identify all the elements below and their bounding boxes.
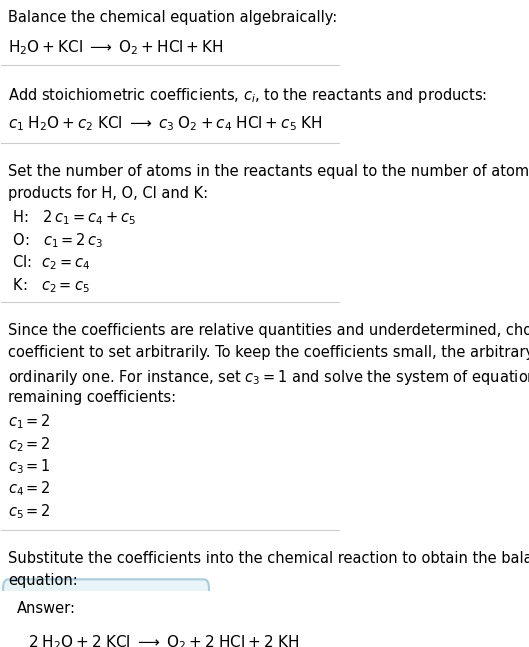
Text: K:   $c_2 = c_5$: K: $c_2 = c_5$ xyxy=(8,276,90,294)
Text: $c_2 = 2$: $c_2 = 2$ xyxy=(8,435,51,454)
Text: $\mathrm{H_2O + KCl} \;\longrightarrow\; \mathrm{O_2 + HCl + KH}$: $\mathrm{H_2O + KCl} \;\longrightarrow\;… xyxy=(8,39,224,57)
Text: Balance the chemical equation algebraically:: Balance the chemical equation algebraica… xyxy=(8,10,338,25)
Text: $c_5 = 2$: $c_5 = 2$ xyxy=(8,502,51,521)
Text: Add stoichiometric coefficients, $c_i$, to the reactants and products:: Add stoichiometric coefficients, $c_i$, … xyxy=(8,85,487,105)
Text: ordinarily one. For instance, set $c_3 = 1$ and solve the system of equations fo: ordinarily one. For instance, set $c_3 =… xyxy=(8,368,529,387)
Text: equation:: equation: xyxy=(8,573,78,589)
Text: $c_4 = 2$: $c_4 = 2$ xyxy=(8,480,51,498)
Text: $c_3 = 1$: $c_3 = 1$ xyxy=(8,457,51,476)
Text: Set the number of atoms in the reactants equal to the number of atoms in the: Set the number of atoms in the reactants… xyxy=(8,164,529,179)
Text: $c_1\;\mathrm{H_2O} + c_2\;\mathrm{KCl} \;\longrightarrow\; c_3\;\mathrm{O_2} + : $c_1\;\mathrm{H_2O} + c_2\;\mathrm{KCl} … xyxy=(8,114,323,133)
FancyBboxPatch shape xyxy=(3,579,209,647)
Text: remaining coefficients:: remaining coefficients: xyxy=(8,390,176,405)
Text: coefficient to set arbitrarily. To keep the coefficients small, the arbitrary va: coefficient to set arbitrarily. To keep … xyxy=(8,345,529,360)
Text: Since the coefficients are relative quantities and underdetermined, choose a: Since the coefficients are relative quan… xyxy=(8,323,529,338)
Text: products for H, O, Cl and K:: products for H, O, Cl and K: xyxy=(8,186,208,201)
Text: Answer:: Answer: xyxy=(16,601,76,616)
Text: O:   $c_1 = 2\,c_3$: O: $c_1 = 2\,c_3$ xyxy=(8,231,104,250)
Text: H:   $2\,c_1 = c_4 + c_5$: H: $2\,c_1 = c_4 + c_5$ xyxy=(8,209,136,228)
Text: Cl:  $c_2 = c_4$: Cl: $c_2 = c_4$ xyxy=(8,254,90,272)
Text: $2\;\mathrm{H_2O} + 2\;\mathrm{KCl} \;\longrightarrow\; \mathrm{O_2} + 2\;\mathr: $2\;\mathrm{H_2O} + 2\;\mathrm{KCl} \;\l… xyxy=(29,633,299,647)
Text: Substitute the coefficients into the chemical reaction to obtain the balanced: Substitute the coefficients into the che… xyxy=(8,551,529,566)
Text: $c_1 = 2$: $c_1 = 2$ xyxy=(8,413,51,432)
